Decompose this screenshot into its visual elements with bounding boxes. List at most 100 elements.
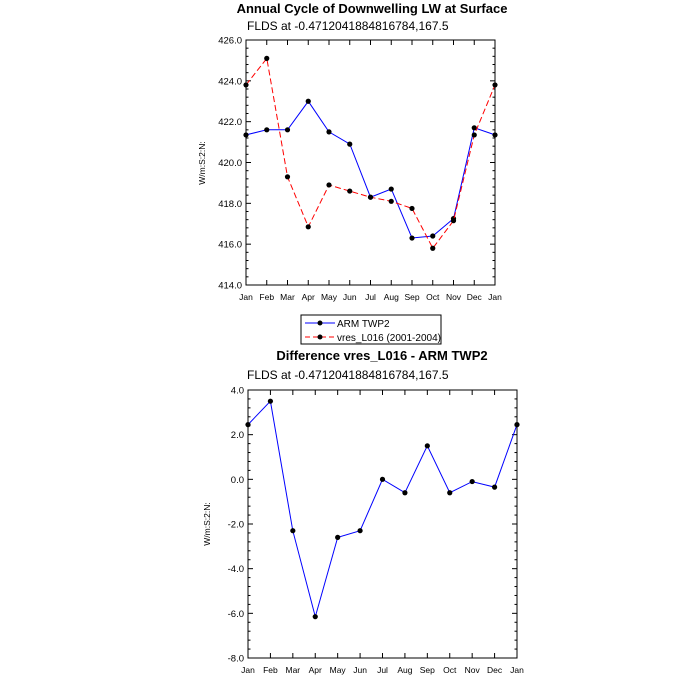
x-tick-label: Jan [488, 292, 502, 302]
y-tick-label: 0.0 [231, 475, 244, 486]
chart1-point-1-1 [264, 55, 270, 61]
legend-box [300, 314, 442, 345]
y-tick-label: 414.0 [218, 281, 242, 292]
chart2-series [245, 398, 520, 620]
difference-chart: Difference vres_L016 - ARM TWP2 FLDS at … [202, 348, 524, 675]
chart1-point-0-11 [471, 125, 477, 131]
chart2-point-0-3 [312, 614, 318, 620]
chart1-series [243, 55, 498, 251]
chart2-point-0-11 [491, 484, 498, 490]
chart1-y-ticks: 414.0 416.0 418.0 420.0 422.0 424.0 426.0 [218, 36, 495, 292]
x-tick-label: Feb [259, 292, 274, 302]
x-tick-label: Jan [510, 665, 524, 675]
x-tick-label: Jan [239, 292, 253, 302]
chart1-point-1-11 [471, 132, 477, 138]
x-tick-label: Dec [487, 665, 503, 675]
chart1-point-1-8 [409, 205, 415, 212]
y-tick-label: 424.0 [218, 76, 242, 87]
chart1-point-1-7 [388, 198, 394, 204]
y-tick-label: 2.0 [231, 430, 244, 441]
x-tick-label: Aug [397, 665, 412, 675]
x-tick-label: Nov [446, 292, 462, 302]
chart1-point-0-4 [326, 129, 332, 135]
chart2-point-0-2 [290, 528, 296, 534]
x-tick-label: Jan [241, 665, 255, 675]
chart2-y-ticks: -8.0 -6.0 -4.0 -2.0 0.0 2.0 4.0 [228, 386, 517, 665]
chart2-point-0-6 [379, 476, 386, 482]
x-tick-label: May [321, 292, 338, 302]
chart2-point-0-4 [335, 534, 341, 541]
chart1-point-0-2 [284, 127, 291, 133]
chart1-point-0-7 [388, 186, 394, 192]
chart1-point-1-0 [243, 82, 249, 88]
y-tick-label: 416.0 [218, 240, 242, 251]
legend-label-arm-twp2: ARM TWP2 [337, 319, 390, 330]
chart1-point-1-10 [450, 218, 457, 224]
chart2-plot-frame [247, 389, 518, 659]
x-tick-label: Feb [263, 665, 278, 675]
chart1-legend: ARM TWP2 vres_L016 (2001-2004) [300, 314, 442, 345]
y-tick-label: 422.0 [218, 117, 242, 128]
y-tick-label: -8.0 [228, 654, 244, 665]
chart2-point-0-8 [424, 443, 430, 449]
chart2-point-0-0 [245, 422, 251, 428]
x-tick-label: Sep [404, 292, 419, 302]
chart1-subtitle: FLDS at -0.4712041884816784,167.5 [247, 19, 449, 33]
x-tick-label: Nov [465, 665, 481, 675]
chart1-plot-frame [245, 39, 496, 286]
chart2-point-0-10 [469, 478, 475, 485]
chart1-point-1-5 [347, 188, 353, 194]
x-tick-label: Aug [384, 292, 399, 302]
annual-cycle-chart: Annual Cycle of Downwelling LW at Surfac… [197, 1, 508, 345]
legend-marker-arm-twp2 [317, 320, 323, 326]
y-tick-label: -2.0 [228, 520, 244, 531]
x-tick-label: Mar [286, 665, 301, 675]
chart1-title: Annual Cycle of Downwelling LW at Surfac… [237, 1, 508, 16]
chart1-series-line-0 [245, 100, 496, 239]
y-tick-label: -6.0 [228, 609, 244, 620]
x-tick-label: Jun [343, 292, 357, 302]
legend-marker-vres [317, 334, 323, 340]
chart1-point-0-12 [492, 132, 498, 138]
x-tick-label: Oct [443, 665, 457, 675]
x-tick-label: Jun [353, 665, 367, 675]
chart2-point-0-9 [447, 490, 453, 496]
chart1-point-0-0 [243, 132, 249, 138]
y-tick-label: 420.0 [218, 158, 242, 169]
y-tick-label: -4.0 [228, 564, 244, 575]
chart1-point-1-9 [430, 245, 436, 251]
chart1-point-1-3 [305, 224, 311, 230]
x-tick-label: May [330, 665, 347, 675]
chart2-point-0-5 [357, 528, 363, 534]
x-tick-label: Jul [377, 665, 388, 675]
chart1-point-0-5 [347, 141, 353, 147]
chart2-series-line-0 [247, 400, 518, 619]
chart2-x-ticks: Jan Feb Mar Apr May Jun Jul Aug Sep Oct Nov Dec Jan [241, 390, 524, 675]
chart2-ylabel: W/m:S:2:N: [202, 502, 212, 545]
chart1-point-0-9 [430, 233, 436, 239]
chart1-point-1-4 [326, 182, 332, 188]
chart1-point-1-6 [367, 194, 374, 200]
x-tick-label: Apr [302, 292, 315, 302]
chart1-point-1-2 [284, 174, 291, 180]
chart1-point-0-3 [305, 98, 311, 104]
y-tick-label: 418.0 [218, 199, 242, 210]
x-tick-label: Apr [309, 665, 322, 675]
chart1-point-0-1 [264, 127, 270, 133]
x-tick-label: Oct [426, 292, 440, 302]
x-tick-label: Dec [467, 292, 483, 302]
x-tick-label: Jul [365, 292, 376, 302]
chart1-series-line-1 [245, 57, 496, 250]
chart2-point-0-12 [514, 422, 520, 428]
chart1-x-ticks: Jan Feb Mar Apr May Jun Jul Aug Sep Oct Nov Dec Jan [239, 40, 502, 302]
chart1-point-1-12 [492, 82, 498, 88]
chart1-ylabel: W/m:S:2:N: [197, 141, 207, 184]
x-tick-label: Sep [420, 665, 435, 675]
chart2-point-0-7 [402, 490, 408, 496]
x-tick-label: Mar [280, 292, 295, 302]
chart2-title: Difference vres_L016 - ARM TWP2 [276, 348, 487, 363]
legend-label-vres: vres_L016 (2001-2004) [337, 333, 441, 344]
y-tick-label: 4.0 [231, 386, 244, 397]
chart1-point-0-8 [409, 235, 415, 241]
